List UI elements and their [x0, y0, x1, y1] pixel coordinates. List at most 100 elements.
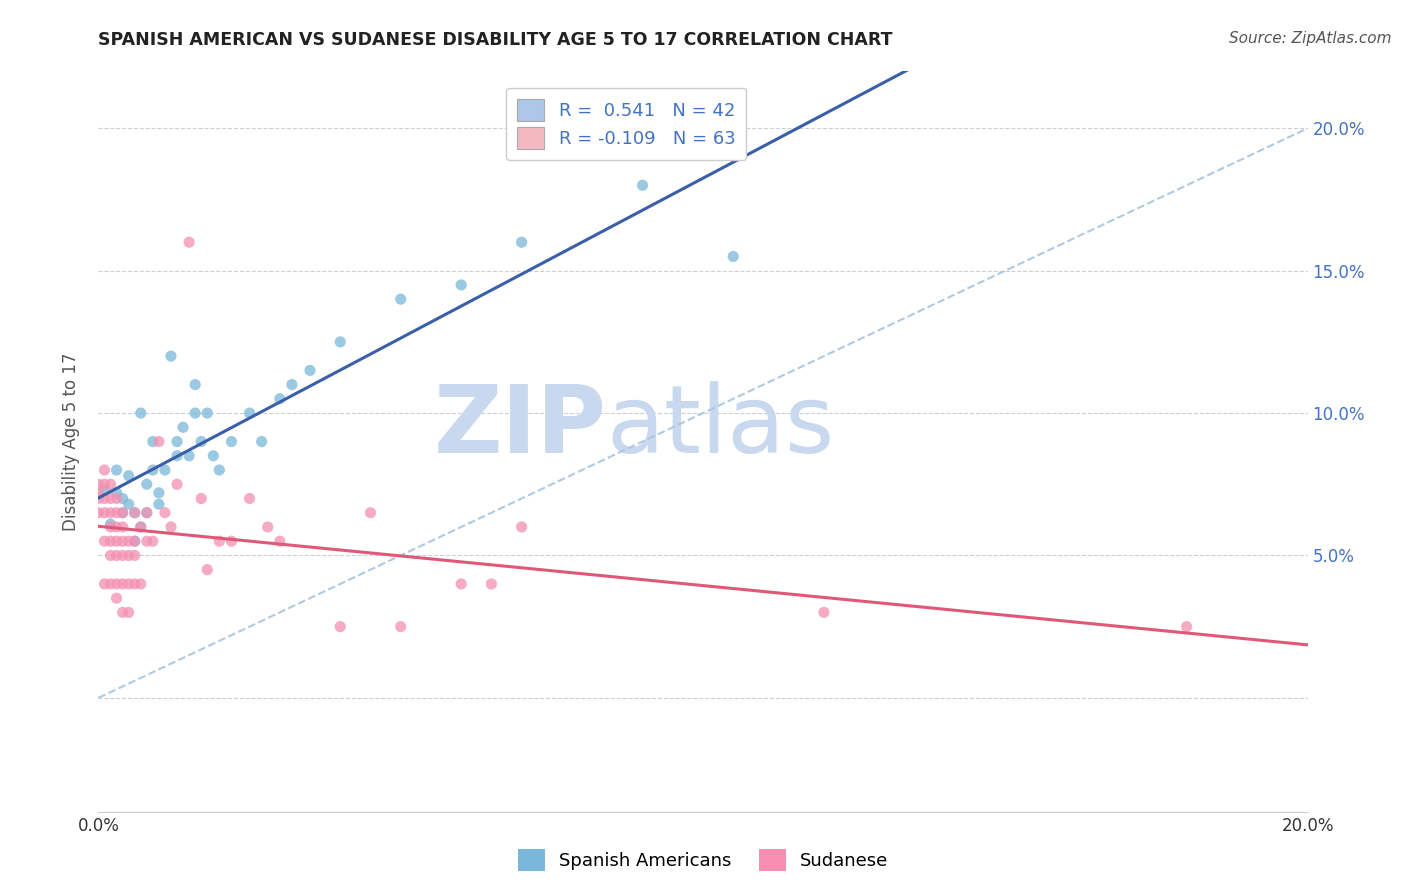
Point — [105, 506, 128, 520]
Point — [179, 235, 201, 250]
Point — [148, 485, 170, 500]
Point — [111, 506, 134, 520]
Point — [299, 363, 322, 377]
Legend: Spanish Americans, Sudanese: Spanish Americans, Sudanese — [510, 842, 896, 879]
Point — [111, 606, 134, 620]
Point — [329, 620, 352, 634]
Point — [93, 463, 115, 477]
Point — [124, 577, 146, 591]
Y-axis label: Disability Age 5 to 17: Disability Age 5 to 17 — [62, 352, 80, 531]
Point — [87, 477, 110, 491]
Point — [723, 250, 745, 264]
Point — [160, 349, 183, 363]
Point — [100, 477, 122, 491]
Point — [129, 520, 152, 534]
Point — [93, 477, 115, 491]
Text: atlas: atlas — [606, 381, 835, 473]
Point — [184, 377, 207, 392]
Point — [100, 534, 122, 549]
Point — [124, 506, 146, 520]
Point — [93, 491, 115, 506]
Point — [142, 463, 165, 477]
Point — [202, 449, 225, 463]
Point — [100, 491, 122, 506]
Point — [160, 520, 183, 534]
Point — [111, 520, 134, 534]
Point — [124, 549, 146, 563]
Point — [135, 534, 157, 549]
Point — [190, 491, 212, 506]
Point — [135, 506, 157, 520]
Point — [281, 377, 304, 392]
Point — [450, 577, 472, 591]
Point — [221, 434, 243, 449]
Point — [111, 577, 134, 591]
Point — [105, 463, 128, 477]
Point — [166, 434, 188, 449]
Point — [195, 406, 218, 420]
Point — [450, 277, 472, 292]
Point — [239, 491, 262, 506]
Point — [1175, 620, 1198, 634]
Point — [135, 506, 157, 520]
Point — [239, 406, 262, 420]
Point — [481, 577, 503, 591]
Text: SPANISH AMERICAN VS SUDANESE DISABILITY AGE 5 TO 17 CORRELATION CHART: SPANISH AMERICAN VS SUDANESE DISABILITY … — [98, 31, 893, 49]
Point — [142, 434, 165, 449]
Point — [129, 520, 152, 534]
Legend: R =  0.541   N = 42, R = -0.109   N = 63: R = 0.541 N = 42, R = -0.109 N = 63 — [506, 87, 747, 160]
Point — [360, 506, 382, 520]
Point — [510, 235, 533, 250]
Point — [153, 463, 176, 477]
Point — [269, 392, 291, 406]
Point — [118, 606, 141, 620]
Point — [195, 563, 218, 577]
Point — [129, 406, 152, 420]
Point — [118, 549, 141, 563]
Point — [111, 491, 134, 506]
Point — [153, 506, 176, 520]
Point — [124, 534, 146, 549]
Point — [389, 620, 412, 634]
Point — [129, 577, 152, 591]
Point — [148, 434, 170, 449]
Point — [93, 483, 115, 497]
Point — [256, 520, 278, 534]
Point — [87, 506, 110, 520]
Point — [148, 497, 170, 511]
Point — [100, 520, 122, 534]
Point — [87, 491, 110, 506]
Point — [105, 591, 128, 606]
Point — [329, 334, 352, 349]
Point — [250, 434, 273, 449]
Point — [111, 534, 134, 549]
Point — [105, 485, 128, 500]
Point — [105, 520, 128, 534]
Point — [118, 497, 141, 511]
Point — [100, 517, 122, 532]
Point — [269, 534, 291, 549]
Point — [631, 178, 654, 193]
Point — [208, 534, 231, 549]
Point — [166, 449, 188, 463]
Point — [208, 463, 231, 477]
Point — [100, 577, 122, 591]
Point — [111, 549, 134, 563]
Point — [190, 434, 212, 449]
Text: ZIP: ZIP — [433, 381, 606, 473]
Point — [105, 577, 128, 591]
Point — [172, 420, 194, 434]
Point — [93, 534, 115, 549]
Point — [100, 506, 122, 520]
Point — [510, 520, 533, 534]
Point — [105, 491, 128, 506]
Point — [93, 506, 115, 520]
Point — [142, 534, 165, 549]
Text: Source: ZipAtlas.com: Source: ZipAtlas.com — [1229, 31, 1392, 46]
Point — [124, 534, 146, 549]
Point — [166, 477, 188, 491]
Point — [389, 292, 412, 306]
Point — [105, 549, 128, 563]
Point — [100, 549, 122, 563]
Point — [93, 577, 115, 591]
